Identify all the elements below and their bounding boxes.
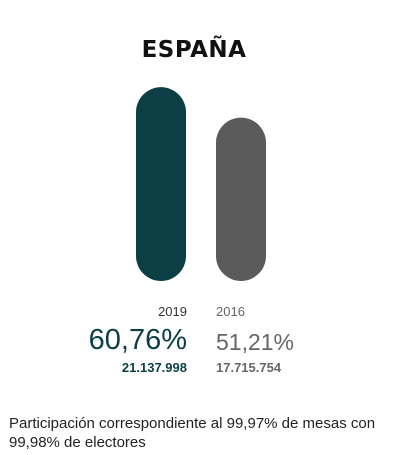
chart-title: ESPAÑA — [141, 37, 247, 63]
vote-count-2019: 21.137.998 — [121, 360, 187, 375]
bar-2019 — [136, 87, 186, 281]
turnout-percent-2016: 51,21% — [216, 329, 295, 355]
turnout-percent-2019: 60,76% — [88, 324, 187, 356]
turnout-footnote: Participación correspondiente al 99,97% … — [9, 415, 376, 451]
vote-count-2016: 17.715.754 — [216, 360, 282, 375]
year-label-2016: 2016 — [216, 304, 245, 319]
year-label-2019: 2019 — [158, 304, 187, 319]
bar-2016 — [216, 117, 266, 281]
turnout-bar-chart — [136, 87, 266, 281]
